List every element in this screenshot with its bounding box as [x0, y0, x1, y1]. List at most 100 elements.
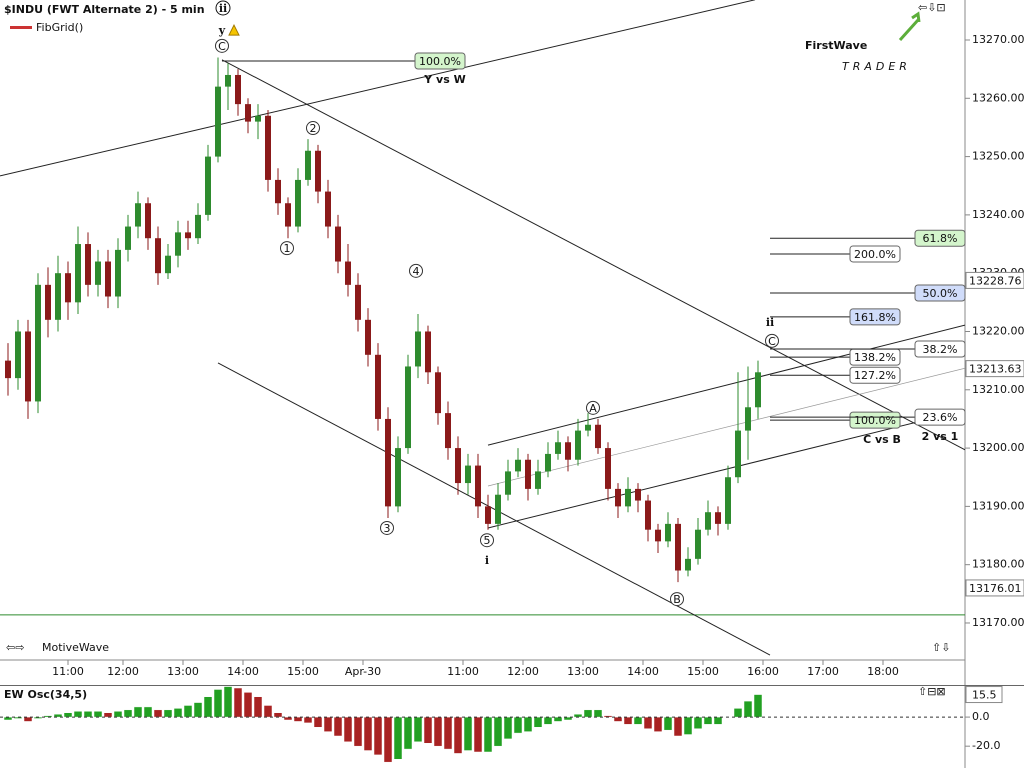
fib-caption: 2 vs 1 [922, 430, 959, 443]
fib-box [914, 229, 966, 247]
fib-box [849, 411, 901, 429]
candle-body [345, 261, 351, 285]
osc-bar [453, 716, 463, 754]
x-tick-label: 13:00 [567, 665, 599, 678]
candle-body [55, 273, 61, 320]
panel-icons[interactable]: ⇦⇩⊡ [918, 1, 946, 14]
fib-label: 50.0% [923, 287, 958, 300]
candle-body [555, 442, 561, 454]
candle-body [185, 232, 191, 239]
osc-bar [163, 709, 173, 718]
x-tick-label: 17:00 [807, 665, 839, 678]
osc-bar [173, 708, 183, 718]
osc-bar [503, 716, 513, 740]
osc-bar [63, 712, 73, 718]
osc-bar [353, 716, 363, 747]
osc-bar [483, 716, 493, 753]
candle-body [525, 459, 531, 489]
osc-bar [323, 716, 333, 732]
osc-bar [743, 700, 753, 718]
wave-label: 2 [310, 122, 317, 135]
y-tick-label: 0.0 [972, 710, 990, 723]
osc-bar [423, 716, 433, 744]
osc-bar [633, 716, 643, 725]
candle-body [225, 74, 231, 87]
candle-body [65, 273, 71, 303]
x-tick-label: 11:00 [52, 665, 84, 678]
panel-divider [0, 685, 1024, 686]
candle-body [575, 430, 581, 460]
osc-bar [363, 716, 373, 751]
osc-bar [593, 709, 603, 718]
osc-bar [473, 716, 483, 753]
osc-marker [965, 686, 1003, 704]
wave-label: A [589, 402, 597, 415]
candle-body [585, 424, 591, 431]
candle-body [125, 226, 131, 250]
x-tick-label: 15:00 [287, 665, 319, 678]
candle-body [5, 360, 11, 379]
price-marker-label: 13176.01 [969, 582, 1022, 595]
candle-body [735, 430, 741, 478]
candle-body [135, 203, 141, 227]
candle-body [285, 203, 291, 227]
x-tick-label: 14:00 [627, 665, 659, 678]
x-tick-label: 14:00 [227, 665, 259, 678]
candle-body [215, 86, 221, 157]
scroll-icons[interactable]: ⇦⇨ [6, 641, 24, 654]
candle-body [355, 284, 361, 320]
osc-bar [373, 716, 383, 756]
wave-label: 5 [484, 534, 491, 547]
candle-body [445, 413, 451, 449]
wave-label: i [485, 554, 489, 567]
candle-body [485, 506, 491, 524]
logo-arrow [898, 11, 921, 42]
title-wave: ii [219, 2, 227, 15]
osc-bar [403, 716, 413, 750]
candle-body [725, 477, 731, 524]
candle-body [655, 529, 661, 542]
osc-bar [293, 716, 303, 722]
osc-bar [713, 716, 723, 725]
candle-body [25, 331, 31, 402]
osc-bar [693, 716, 703, 729]
wave-label: y [218, 24, 226, 37]
candle-body [435, 372, 441, 414]
candle-body [425, 331, 431, 373]
candle-body [205, 156, 211, 215]
x-tick-label: Apr-30 [345, 665, 381, 678]
candle-body [375, 354, 381, 419]
candle-body [165, 255, 171, 274]
x-tick-label: 15:00 [687, 665, 719, 678]
osc-bar [753, 694, 763, 718]
candle-body [545, 453, 551, 472]
candle-body [675, 523, 681, 571]
osc-bar [433, 716, 443, 747]
candle-body [745, 407, 751, 431]
fib-label: 61.8% [923, 232, 958, 245]
osc-bar [523, 716, 533, 732]
x-tick-label: 18:00 [867, 665, 899, 678]
scroll-icons[interactable]: ⇧⇩ [932, 641, 950, 654]
candle-body [415, 331, 421, 367]
y-tick-label: 13200.00 [972, 441, 1024, 454]
candle-body [95, 261, 101, 285]
osc-bar [683, 716, 693, 735]
price-marker [965, 271, 1024, 289]
osc-bar [393, 716, 403, 760]
candle-body [305, 150, 311, 180]
candle-body [465, 465, 471, 484]
osc-bar [153, 709, 163, 718]
indicator-label: FibGrid() [36, 21, 83, 34]
wave-label: 1 [284, 242, 291, 255]
candle-body [255, 115, 261, 122]
fib-label: 138.2% [854, 351, 896, 364]
candle-body [15, 331, 21, 379]
candle-body [455, 448, 461, 484]
candle-body [295, 179, 301, 227]
osc-bar [543, 716, 553, 725]
panel-icons[interactable]: ⇧⊟⊠ [918, 685, 946, 698]
wave-circle [765, 333, 779, 348]
wave-label: B [673, 593, 681, 606]
